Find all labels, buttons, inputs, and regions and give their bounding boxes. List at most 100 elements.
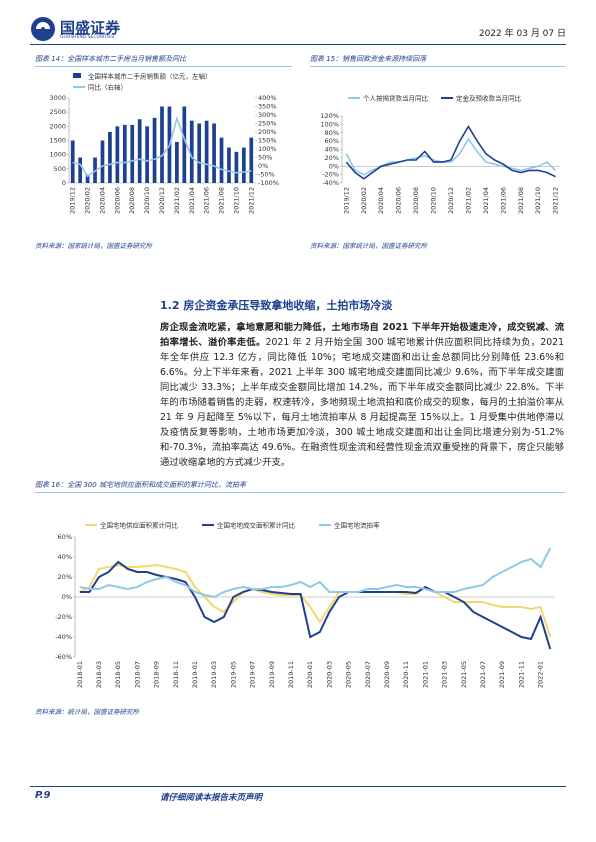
date: 2022 年 03 月 07 日 [478,29,566,39]
x-tick-label: 2021/04 [482,187,490,214]
x-tick-label: 2018-03 [95,661,103,688]
x-tick-label: 2021-07 [479,661,487,688]
legend-label: 同比（右轴） [88,83,127,92]
caption: 图表 16：全国 300 城宅地供应面积和成交面积的累计同比，流拍率 [35,480,565,493]
chart: -40%-20%0%20%40%60%80%100%120% 2019/12 202… [320,94,560,214]
y2-tick-label: 200% [258,128,277,136]
y-tick-label: 40% [58,553,72,561]
logo-en: GUOSHENG SECURITIES [60,35,115,40]
bar [227,147,231,183]
x-tick-label: 2020-11 [402,661,410,688]
y-tick-label: 20% [325,154,339,162]
y2-tick-label: 250% [258,120,277,128]
x-tick-label: 2020/06 [395,187,403,214]
bar [108,132,112,183]
x-tick-label: 2018-01 [76,661,84,688]
chart: -60% -40% -20% 0% 20% 40% 60% 2018-01 2018-03 201… [55,521,555,688]
bar [100,140,105,183]
x-tick-label: 2021-03 [441,661,449,688]
x-tick-label: 2021-01 [421,661,429,688]
legend-label: 全国样本城市二手房销售额（亿元，左轴） [88,72,212,81]
y-tick-label: 0% [329,162,339,170]
y2-tick-label: -100% [258,179,279,187]
y-tick-label: -20% [322,171,339,179]
x-tick-label: 2021/02 [464,187,472,214]
y-tick-label: -60% [55,653,72,661]
y-tick-label: 3000 [49,94,66,102]
line [345,124,556,180]
x-tick-label: 2021/12 [552,187,560,214]
footer-note: 请仔细阅读本报告末页声明 [160,793,263,803]
source: 资料来源：国家统计局，国盛证券研究所 [310,242,427,250]
y-tick-label: -20% [55,613,72,621]
y-tick-label: 40% [325,146,339,154]
caption: 图表 14：全国样本城市二手房当月销售额及同比 [35,54,292,67]
x-tick-label: 2020-03 [325,661,333,688]
x-tick-label: 2021/12 [247,187,255,214]
x-tick-label: 2020/12 [447,187,455,214]
x-tick-label: 2019-11 [287,661,295,688]
y-tick-label: 100% [320,120,339,128]
bar [204,120,209,183]
x-tick-label: 2021/02 [173,187,181,214]
bar [197,123,202,183]
legend-label: 定金及预收款当月同比 [456,94,522,103]
y-tick-label: -40% [55,633,72,641]
y-tick-label: 1500 [49,137,66,145]
x-tick-label: 2019/12 [342,187,350,214]
x-tick-label: 2020-07 [364,661,372,688]
bar [189,120,194,183]
bar [78,157,83,183]
x-tick-label: 2020/10 [430,187,438,214]
x-tick-label: 2020/02 [360,187,368,214]
x-tick-label: 2020/08 [412,187,420,214]
bar [182,106,187,183]
y-tick-label: 2000 [49,122,66,130]
x-tick-label: 2020/06 [113,187,121,214]
legend-label: 个人按揭贷款当月同比 [363,94,429,103]
x-tick-label: 2020-05 [345,661,353,688]
x-tick-label: 2021/06 [499,187,507,214]
bar [241,147,246,183]
legend-label: 全国宅地成交面积累计同比 [217,521,296,530]
lead: 房企现金流吃紧，拿地意愿和能力降低，土地市场自 2021 下半年开始极速走冷，成… [160,322,564,348]
line [79,563,552,638]
x-tick-label: 2021/04 [188,187,196,214]
y-tick-label: 120% [320,112,339,120]
bar [175,141,179,183]
legend-swatch [73,73,81,78]
body: 2021 年 2 月开始全国 300 城宅地累计供应面积同比持续为负，2021 … [160,337,564,468]
bar [122,124,127,183]
bar [152,117,157,183]
source: 资料来源：统计局，国盛证券研究所 [35,708,139,716]
x-tick-label: 2021-09 [498,661,506,688]
caption: 图表 15：销售回款资金来源持续回落 [310,54,565,67]
y-tick-label: 80% [325,129,339,137]
line [79,547,552,599]
y-tick-label: 500 [54,165,66,173]
y2-tick-label: 400% [258,94,277,102]
page-number: P.9 [35,790,51,801]
logo: 国盛证券 [60,19,121,37]
x-tick-label: 2018-11 [172,661,180,688]
y-tick-label: 2500 [49,108,66,116]
x-tick-label: 2020/08 [128,187,136,214]
y-tick-label: -40% [322,179,339,187]
bar [137,119,142,183]
y-tick-label: 0% [62,593,72,601]
legend-label: 全国宅地流拍率 [334,521,380,530]
x-tick-label: 2018-07 [133,661,141,688]
line [79,560,552,650]
y-tick-label: 20% [58,573,72,581]
x-tick-label: 2020-01 [306,661,314,688]
bar [70,140,75,183]
x-tick-label: 2019-09 [268,661,276,688]
legend-label: 全国宅地供应面积累计同比 [100,521,179,530]
x-tick-label: 2019/12 [69,187,77,214]
x-tick-label: 2019-03 [210,661,218,688]
bar [145,126,149,183]
paragraph: 房企现金流吃紧，拿地意愿和能力降低，土地市场自 2021 下半年开始极速走冷，成… [160,320,564,470]
x-tick-label: 2019-07 [249,661,257,688]
x-tick-label: 2021/08 [218,187,226,214]
